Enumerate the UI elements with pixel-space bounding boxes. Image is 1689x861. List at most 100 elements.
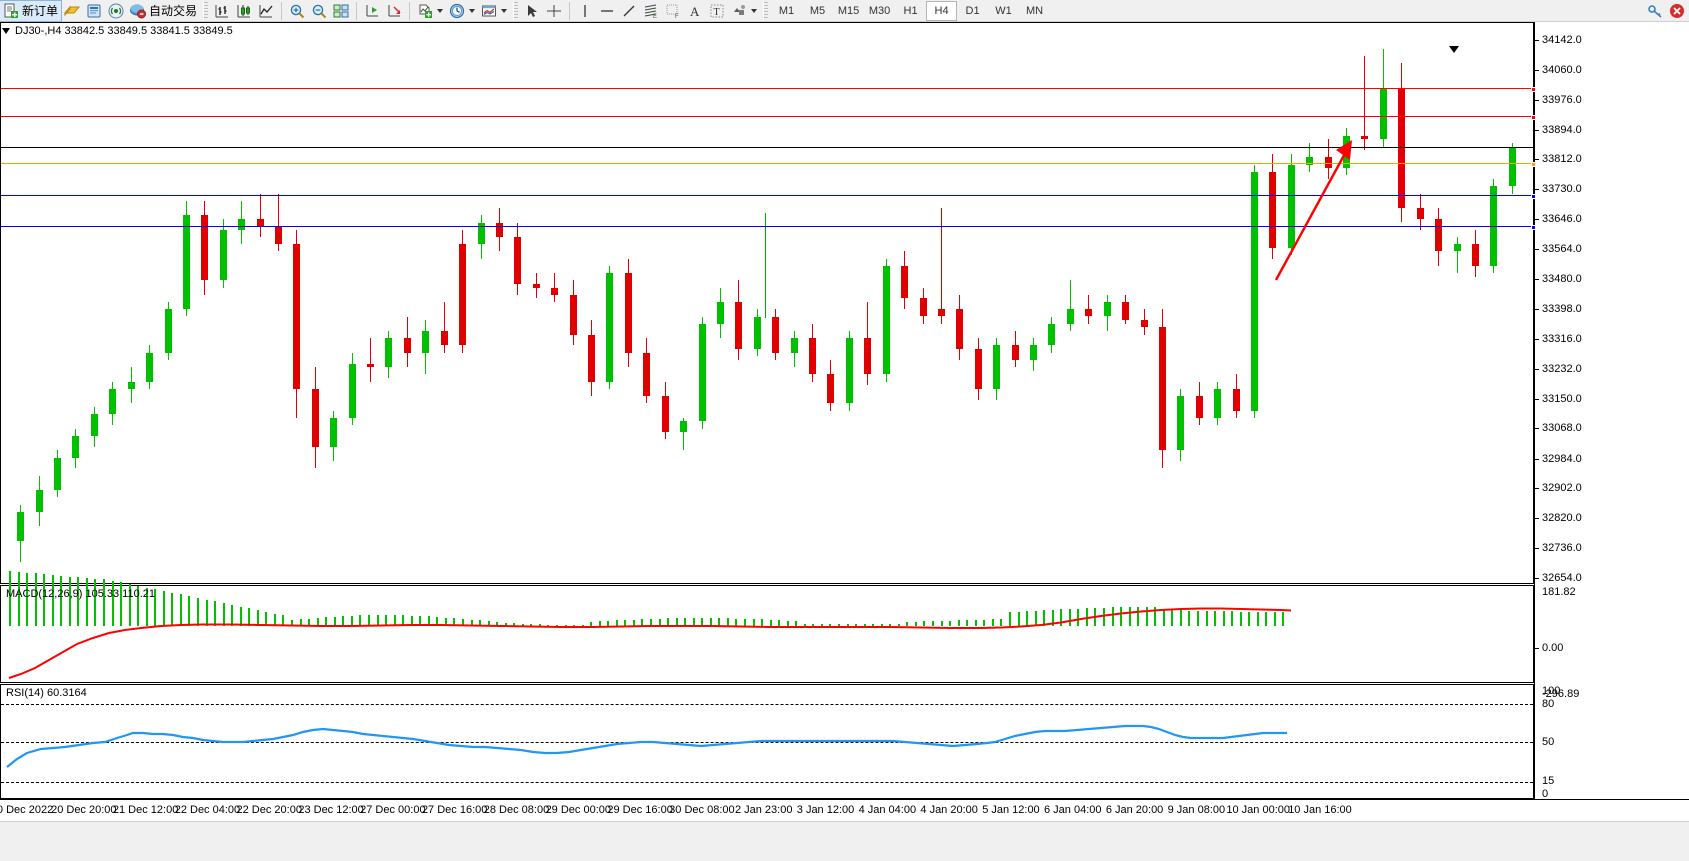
zoom-in-button[interactable] [286, 1, 308, 21]
candle-body [809, 338, 816, 375]
symbol-info-bar: DJ30-,H4 33842.5 33849.5 33841.5 33849.5 [2, 25, 233, 37]
macd-histogram-bar [658, 618, 661, 626]
trendline-button[interactable] [618, 1, 640, 21]
collapse-arrow-icon[interactable] [2, 28, 10, 34]
timeframe-m5[interactable]: M5 [809, 4, 826, 17]
fibo-fan-button[interactable]: F [662, 1, 684, 21]
timeframe-d1[interactable]: D1 [965, 4, 980, 17]
chevron-down-icon-4[interactable] [751, 8, 758, 13]
vertical-line-button[interactable] [574, 1, 596, 21]
time-axis-label: 6 Jan 20:00 [1105, 804, 1164, 816]
symbol-ohlc-text: DJ30-,H4 33842.5 33849.5 33841.5 33849.5 [15, 25, 233, 37]
bar-chart-icon [214, 3, 230, 19]
macd-histogram-bar [974, 619, 977, 626]
resistance-line-2[interactable] [1, 115, 1536, 121]
shapes-button[interactable] [728, 1, 760, 21]
resistance-line-1-handle[interactable] [1531, 87, 1536, 93]
macd-histogram-bar [1000, 619, 1003, 626]
current-price-line[interactable] [1, 146, 1533, 148]
macd-histogram-bar [803, 624, 806, 626]
toolbar-grip-3[interactable] [763, 1, 769, 20]
toolbar-separator-2 [356, 1, 358, 20]
timeframe-h4[interactable]: H4 [926, 0, 958, 21]
candle-body [128, 381, 135, 389]
zoom-out-button[interactable] [308, 1, 330, 21]
toolbar-grip-2[interactable] [513, 1, 519, 20]
price-tick [1535, 398, 1539, 400]
price-axis-label: 33894.0 [1542, 123, 1582, 136]
order-line-handle[interactable] [1531, 162, 1536, 168]
timeframe-m30[interactable]: M30 [868, 4, 891, 17]
support-line-1-handle[interactable] [1531, 194, 1536, 200]
new-order-button[interactable]: 新订单 [0, 0, 63, 22]
crosshair-button[interactable] [543, 1, 565, 21]
macd-histogram-bar [1273, 612, 1276, 626]
auto-trading-button[interactable]: 自动交易 [127, 1, 200, 21]
macd-histogram-bar [923, 621, 926, 626]
key-icon[interactable] [1647, 3, 1663, 19]
resistance-line-1[interactable] [1, 87, 1536, 93]
timeframe-m1[interactable]: M1 [778, 4, 795, 17]
rsi-pane[interactable]: RSI(14) 60.3164 [0, 684, 1534, 799]
timeframe-w1[interactable]: W1 [995, 4, 1012, 17]
add-indicator-button[interactable] [414, 1, 446, 21]
support-line-2[interactable] [1, 224, 1536, 230]
chevron-down-icon-3[interactable] [501, 8, 508, 13]
macd-histogram-bar [1026, 611, 1029, 626]
price-axis[interactable]: 34142.0 34060.0 33976.0 33894.0 33812.0 33730… [1534, 22, 1689, 800]
period-button[interactable] [446, 1, 478, 21]
chart-area[interactable]: DJ30-,H4 33842.5 33849.5 33841.5 33849.5 [0, 22, 1689, 861]
macd-histogram-bar [855, 624, 858, 626]
macd-histogram-bar [496, 621, 499, 626]
price-pane[interactable] [0, 22, 1536, 584]
time-axis-label: 5 Jan 12:00 [982, 804, 1040, 816]
chevron-down-icon[interactable] [437, 8, 444, 13]
timeframe-mn[interactable]: MN [1025, 4, 1044, 17]
auto-trading-label: 自动交易 [149, 4, 198, 18]
shift-end-button[interactable] [361, 1, 383, 21]
macd-pane[interactable]: MACD(12,26,9) 105.33 110.21 [0, 571, 1534, 683]
auto-scroll-button[interactable] [383, 1, 405, 21]
resistance-line-2-handle[interactable] [1531, 115, 1536, 121]
trend-arrow[interactable] [1256, 128, 1366, 288]
macd-histogram-bar [820, 624, 823, 626]
macd-histogram-bar [85, 578, 88, 626]
support-line-2-handle[interactable] [1531, 224, 1536, 230]
price-tick [1535, 428, 1539, 430]
close-icon[interactable] [1669, 3, 1685, 19]
macd-histogram-bar [128, 584, 131, 626]
candle-body [772, 316, 779, 353]
text-label-icon: A [687, 3, 703, 19]
macd-histogram-bar [51, 575, 54, 626]
chevron-down-icon-2[interactable] [469, 8, 476, 13]
order-line[interactable] [1, 162, 1536, 168]
svg-text:F: F [675, 14, 679, 19]
support-line-1[interactable] [1, 194, 1536, 200]
timeframe-m15[interactable]: M15 [837, 4, 860, 17]
text-box-button[interactable]: T [706, 1, 728, 21]
tile-windows-button[interactable] [330, 1, 352, 21]
expert-advisors-button[interactable] [61, 1, 83, 21]
macd-histogram-bar [419, 615, 422, 626]
rsi-label: RSI(14) 60.3164 [6, 687, 87, 699]
toolbar-grip[interactable] [203, 1, 209, 20]
candle-body [36, 490, 43, 512]
text-label-button[interactable]: A [684, 1, 706, 21]
broadcast-icon [108, 3, 124, 19]
templates-button[interactable] [478, 1, 510, 21]
mql5-community-button[interactable] [83, 1, 105, 21]
candlestick-chart-button[interactable] [233, 1, 255, 21]
macd-histogram-bar [154, 589, 157, 626]
signals-button[interactable] [105, 1, 127, 21]
timeframe-h1[interactable]: H1 [903, 4, 918, 17]
time-axis-label: 2 Jan 23:00 [734, 804, 793, 816]
toolbar-separator-3 [409, 1, 411, 20]
horizontal-line-button[interactable] [596, 1, 618, 21]
cursor-button[interactable] [521, 1, 543, 21]
price-axis-label: 33730.0 [1542, 182, 1582, 195]
bar-chart-button[interactable] [211, 1, 233, 21]
fibonacci-button[interactable]: E [640, 1, 662, 21]
line-chart-button[interactable] [255, 1, 277, 21]
macd-histogram-bar [145, 587, 148, 626]
